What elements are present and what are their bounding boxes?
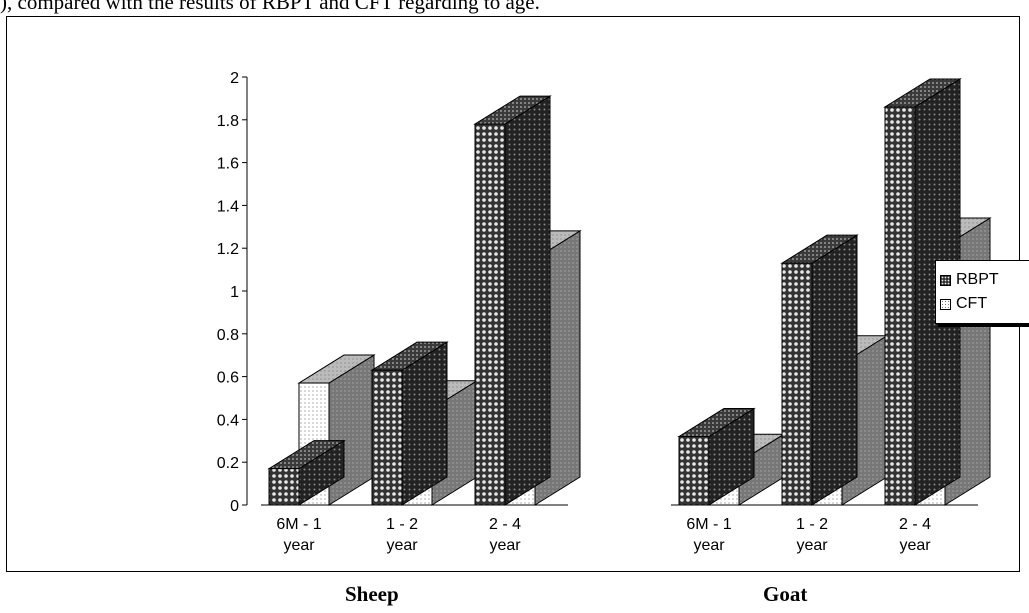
y-tick-label: 2 xyxy=(230,70,239,87)
y-tick-label: 0.2 xyxy=(217,455,239,472)
legend-item-rbpt: RBPT xyxy=(940,270,999,290)
y-tick-label: 1.6 xyxy=(217,156,239,173)
y-tick-label: 1.4 xyxy=(217,198,239,215)
x-tick-label: year xyxy=(899,537,931,554)
y-tick-label: 0.6 xyxy=(217,370,239,387)
bar-front xyxy=(475,124,505,505)
chart-frame: 0 0.2 0.4 0.6 0.8 1 1.2 1.4 1.6 1.8 2 6M - 1 year 1 … xyxy=(6,16,1020,572)
x-tick-label: year xyxy=(693,537,725,554)
x-tick-label: 1 - 2 xyxy=(796,516,828,533)
y-tick-label: 1.2 xyxy=(217,241,239,258)
x-tick-label: year xyxy=(386,537,418,554)
bar-front xyxy=(269,469,299,505)
panel-label-goat: Goat xyxy=(763,582,807,607)
bar-front xyxy=(885,107,915,505)
bar-front xyxy=(679,437,709,505)
x-tick-label: year xyxy=(283,537,315,554)
x-tick-label: 6M - 1 xyxy=(686,516,731,533)
bar-front xyxy=(372,370,402,505)
x-tick-labels: 6M - 1 year 1 - 2 year 2 - 4 year 6M - 1 year 1 … xyxy=(276,516,931,554)
y-tick-label: 1.8 xyxy=(217,113,239,130)
y-tick-label: 0.8 xyxy=(217,327,239,344)
bar-side xyxy=(812,235,857,505)
x-tick-label: 6M - 1 xyxy=(276,516,321,533)
y-tick-label: 0 xyxy=(230,498,239,515)
legend-item-cft: CFT xyxy=(940,294,987,314)
bar-side xyxy=(402,342,447,505)
bar-rbpt-sheep-2 xyxy=(475,96,550,505)
bar-side xyxy=(505,96,550,505)
bar-chart: 0 0.2 0.4 0.6 0.8 1 1.2 1.4 1.6 1.8 2 6M - 1 year 1 … xyxy=(7,17,1020,572)
y-tick-label: 0.4 xyxy=(217,412,239,429)
y-tick-label: 1 xyxy=(230,284,239,301)
bars-group xyxy=(269,79,990,505)
bar-rbpt-goat-1 xyxy=(782,235,857,505)
legend-swatch-rbpt xyxy=(940,275,951,286)
x-tick-label: 2 - 4 xyxy=(899,516,931,533)
legend-label-rbpt: RBPT xyxy=(956,271,999,289)
top-text-fragment: ), compared with the results of RBPT and… xyxy=(0,0,540,15)
legend-label-cft: CFT xyxy=(956,295,987,313)
x-tick-label: year xyxy=(796,537,828,554)
panel-label-sheep: Sheep xyxy=(345,582,399,607)
bar-rbpt-sheep-1 xyxy=(372,342,447,505)
x-tick-label: 1 - 2 xyxy=(386,516,418,533)
legend-swatch-cft xyxy=(940,299,951,310)
x-tick-label: 2 - 4 xyxy=(489,516,521,533)
bar-front xyxy=(782,263,812,505)
legend: RBPT CFT xyxy=(935,260,1029,324)
x-tick-label: year xyxy=(489,537,521,554)
